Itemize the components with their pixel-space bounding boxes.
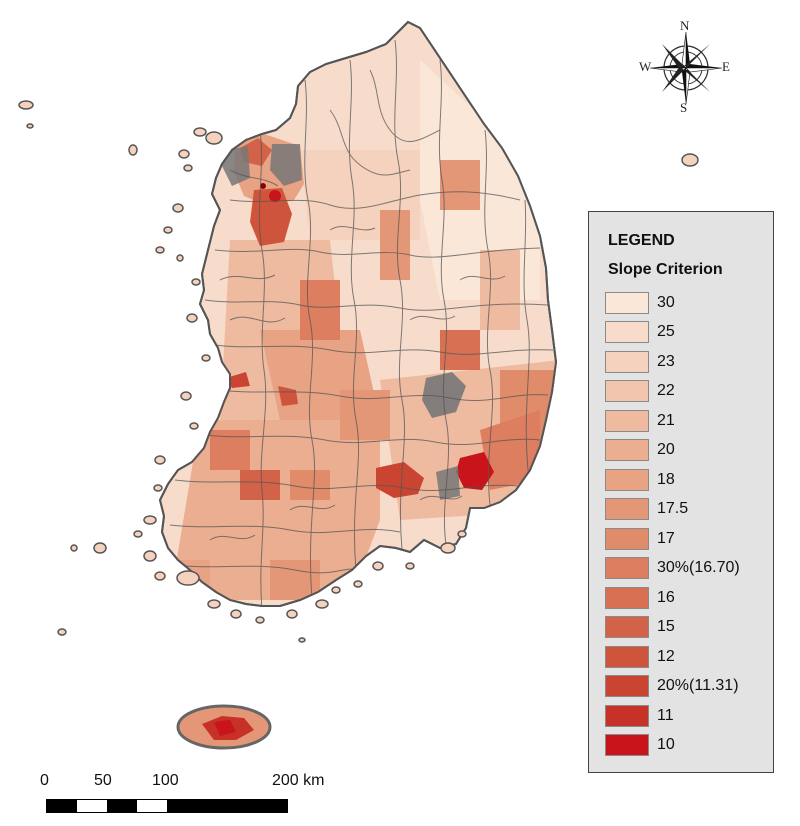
legend-label: 23	[657, 352, 675, 370]
districts	[169, 39, 556, 606]
legend-title: LEGEND	[608, 232, 675, 249]
legend-label: 18	[657, 470, 675, 488]
legend-swatch	[605, 616, 649, 639]
legend-item: 17	[605, 524, 740, 554]
legend-item: 21	[605, 406, 740, 436]
scale-bar-segments	[46, 799, 288, 813]
legend-swatch	[605, 291, 649, 314]
legend-item: 16	[605, 583, 740, 613]
legend-swatch	[605, 350, 649, 373]
scale-segment	[137, 800, 167, 812]
legend-swatch	[605, 468, 649, 491]
legend-label: 30	[657, 293, 675, 311]
legend-label: 17.5	[657, 500, 689, 518]
scale-label-100: 100	[152, 772, 179, 789]
legend-swatch	[605, 645, 649, 668]
jeju-island	[176, 704, 272, 750]
legend-item: 25	[605, 318, 740, 348]
legend-item: 15	[605, 613, 740, 643]
legend-item: 20%(11.31)	[605, 672, 740, 702]
legend-label: 20	[657, 441, 675, 459]
legend-swatch	[605, 586, 649, 609]
legend-swatch	[605, 557, 649, 580]
compass-n-label: N	[680, 18, 690, 33]
legend-swatch	[605, 734, 649, 757]
legend-item: 22	[605, 377, 740, 407]
compass-w-label: W	[639, 59, 652, 74]
compass-rose: N S W E	[632, 18, 740, 118]
legend-label: 12	[657, 647, 675, 665]
legend-item: 30%(16.70)	[605, 554, 740, 584]
scale-label-200km: 200 km	[272, 772, 325, 789]
legend-label: 20%(11.31)	[657, 677, 739, 695]
legend-item: 18	[605, 465, 740, 495]
legend-swatch	[605, 321, 649, 344]
legend-label: 16	[657, 588, 675, 606]
legend-swatch	[605, 704, 649, 727]
legend-item: 12	[605, 642, 740, 672]
legend-label: 17	[657, 529, 675, 547]
coastline	[158, 20, 558, 607]
legend-item: 23	[605, 347, 740, 377]
compass-star-icon	[649, 31, 723, 105]
legend-item: 10	[605, 731, 740, 761]
legend-label: 21	[657, 411, 675, 429]
legend-label: 15	[657, 618, 675, 636]
legend-subtitle: Slope Criterion	[608, 261, 723, 278]
scale-segment	[167, 800, 287, 812]
legend-item: 17.5	[605, 495, 740, 525]
legend-label: 30%(16.70)	[657, 559, 740, 577]
legend-panel: LEGEND Slope Criterion 30 25 23 22 21 20 18 17.…	[588, 211, 774, 773]
legend-item: 11	[605, 701, 740, 731]
legend-label: 25	[657, 323, 675, 341]
legend-swatch	[605, 439, 649, 462]
scale-segment	[107, 800, 137, 812]
legend-swatch	[605, 498, 649, 521]
legend-item: 20	[605, 436, 740, 466]
legend-item: 30	[605, 288, 740, 318]
legend-swatch	[605, 380, 649, 403]
legend-label: 22	[657, 382, 675, 400]
legend-swatch	[605, 527, 649, 550]
scale-segment	[77, 800, 107, 812]
legend-label: 10	[657, 736, 675, 754]
legend-label: 11	[657, 706, 674, 724]
legend-swatch	[605, 409, 649, 432]
scale-label-0: 0	[40, 772, 49, 789]
islands	[18, 100, 699, 643]
legend-swatch	[605, 675, 649, 698]
scale-bar: 0 50 100 200 km	[40, 772, 340, 818]
scale-segment	[47, 800, 77, 812]
compass-e-label: E	[722, 59, 730, 74]
legend-items: 30 25 23 22 21 20 18 17.5 17 30%(16.70) 16 15 12 20%(…	[605, 288, 740, 760]
compass-s-label: S	[680, 100, 688, 115]
scale-label-50: 50	[94, 772, 112, 789]
